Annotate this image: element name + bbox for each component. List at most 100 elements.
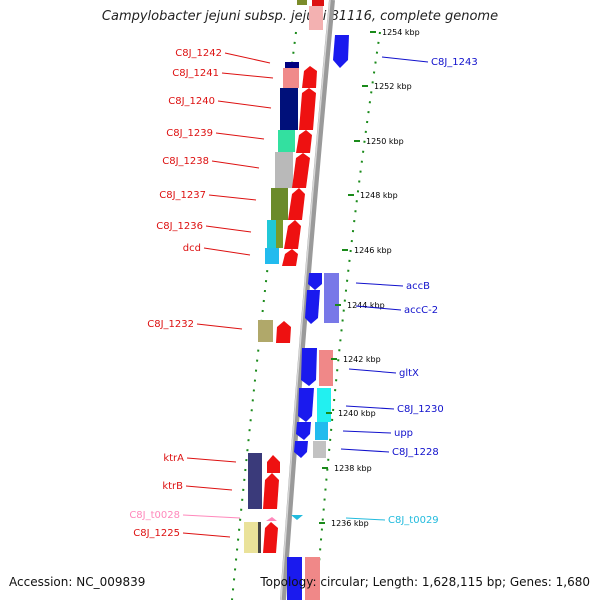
gene-label: C8J_1236 xyxy=(156,221,203,232)
gene-label: C8J_1243 xyxy=(431,57,478,68)
gene-arrow xyxy=(308,273,322,290)
gene-label: C8J_1230 xyxy=(397,404,444,415)
gene-leader-line xyxy=(381,56,429,63)
gene-block xyxy=(297,0,307,5)
gene-leader-line xyxy=(205,225,252,233)
gene-block xyxy=(271,188,288,220)
gene-arrow xyxy=(288,188,305,220)
scale-tick-label: 1246 kbp xyxy=(354,246,392,255)
gene-label: dcd xyxy=(183,243,201,254)
gene-leader-line xyxy=(348,368,397,374)
gene-leader-line xyxy=(182,532,231,538)
gene-leader-line xyxy=(342,430,392,434)
scale-tick-label: 1236 kbp xyxy=(331,519,369,528)
gene-leader-line xyxy=(355,305,402,311)
scale-tick-label: 1238 kbp xyxy=(334,464,372,473)
gene-arrow xyxy=(276,321,291,343)
gene-block xyxy=(305,557,320,600)
gene-block xyxy=(287,557,302,600)
gene-block xyxy=(319,350,333,386)
gene-label: accB xyxy=(406,281,430,292)
scale-tick-label: 1254 kbp xyxy=(382,28,420,37)
gene-arrow xyxy=(298,388,314,422)
gene-block xyxy=(267,220,276,248)
scale-tick-label: 1244 kbp xyxy=(347,301,385,310)
gene-leader-line xyxy=(345,405,395,410)
gene-label: C8J_1242 xyxy=(175,48,222,59)
trna-mark-c8j-t0029 xyxy=(291,515,303,520)
gene-arrow xyxy=(305,290,320,324)
gene-leader-line xyxy=(221,72,274,79)
gene-block xyxy=(258,320,273,342)
gene-block xyxy=(312,0,324,6)
gene-block xyxy=(324,273,339,323)
gene-label: C8J_1241 xyxy=(172,68,219,79)
gene-label: C8J_t0028 xyxy=(129,510,180,521)
gene-arrow xyxy=(284,220,301,249)
gene-label: C8J_1240 xyxy=(168,96,215,107)
gene-block xyxy=(280,88,298,130)
trna-mark-c8j-t0028 xyxy=(266,517,277,521)
gene-leader-line xyxy=(208,194,257,201)
gene-label: C8J_1232 xyxy=(147,319,194,330)
topology-text: Topology: circular; Length: 1,628,115 bp… xyxy=(260,575,590,589)
gene-leader-line xyxy=(345,517,386,521)
map-title: Campylobacter jejuni subsp. jejuni 81116… xyxy=(101,9,499,24)
gene-leader-line xyxy=(186,457,237,463)
gene-block xyxy=(315,422,328,440)
gene-label: C8J_1237 xyxy=(159,190,206,201)
gene-label: C8J_t0029 xyxy=(388,515,439,526)
gene-arrow xyxy=(301,348,317,386)
gene-label: accC-2 xyxy=(404,305,438,316)
genome-backbone xyxy=(280,0,335,600)
genome-backbone-highlight xyxy=(280,0,331,600)
gene-leader-line xyxy=(215,132,265,140)
gene-block xyxy=(248,453,262,509)
gene-arrow xyxy=(302,66,317,88)
gene-block xyxy=(317,388,331,422)
accession-text: Accession: NC_009839 xyxy=(9,575,146,589)
gene-label: C8J_1238 xyxy=(162,156,209,167)
scale-tick-label: 1240 kbp xyxy=(338,409,376,418)
gene-block xyxy=(283,68,299,88)
gene-arrow xyxy=(292,153,310,188)
gene-leader-line xyxy=(224,52,271,64)
gene-arrow xyxy=(333,35,349,68)
gene-arrow xyxy=(282,249,298,266)
gene-leader-line xyxy=(355,282,404,287)
scale-tick-label: 1250 kbp xyxy=(366,137,404,146)
gene-arrow xyxy=(294,441,308,458)
gene-label: gltX xyxy=(399,368,419,379)
scale-tick-label: 1248 kbp xyxy=(360,191,398,200)
gene-arrow xyxy=(263,473,279,509)
gene-block xyxy=(265,248,279,264)
gene-block xyxy=(278,130,295,152)
gene-label: C8J_1225 xyxy=(133,528,180,539)
gene-block xyxy=(276,220,283,248)
scale-ticks: 1254 kbp 1252 kbp 1250 kbp 1248 kbp 1246 kbp… xyxy=(319,28,420,528)
gene-arrow xyxy=(296,422,311,440)
gene-leader-line xyxy=(203,247,251,256)
gene-block xyxy=(275,152,293,188)
gene-leader-line xyxy=(340,448,390,453)
gene-block xyxy=(309,6,323,30)
ktr-genes xyxy=(248,453,280,509)
gene-arrow xyxy=(296,130,312,153)
upper-left-genes xyxy=(265,62,317,266)
gene-label: ktrA xyxy=(163,453,184,464)
gene-label: C8J_1228 xyxy=(392,447,439,458)
gene-arrow xyxy=(267,455,280,473)
gene-block xyxy=(258,522,261,553)
acc-genes xyxy=(305,273,339,324)
scale-tick-label: 1252 kbp xyxy=(374,82,412,91)
gene-leader-line xyxy=(196,323,243,330)
gene-arrow xyxy=(299,88,316,130)
gene-block xyxy=(285,62,299,68)
gene-label: ktrB xyxy=(162,481,183,492)
gene-leader-line xyxy=(185,485,233,491)
gene-leader-line xyxy=(182,514,241,519)
gene-block xyxy=(313,441,326,458)
left-gene-labels: C8J_1242 C8J_1241 C8J_1240 C8J_1239 C8J_1238… xyxy=(129,48,274,539)
